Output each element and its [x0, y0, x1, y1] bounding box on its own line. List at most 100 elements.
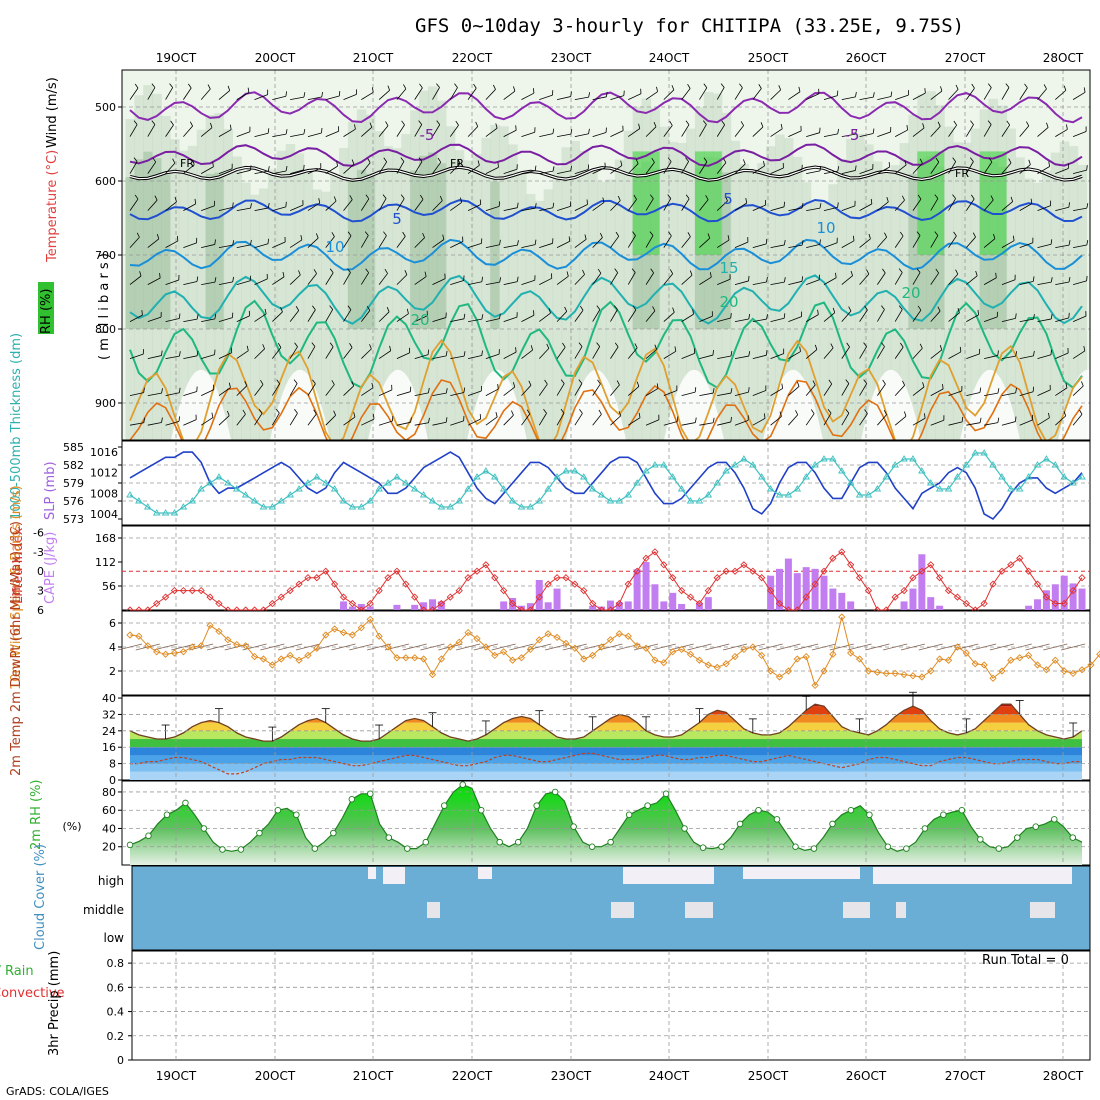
rh-shade-cell	[241, 182, 251, 440]
wind10-point	[704, 661, 712, 669]
wind-barb-flag	[267, 128, 270, 134]
wind-barb-flag	[614, 305, 618, 310]
wind-barb	[770, 89, 781, 100]
wind-barb	[877, 346, 885, 359]
wind-barb-flag	[687, 232, 691, 237]
wind-barb	[343, 272, 351, 285]
wind-barb-flag	[924, 413, 926, 419]
rh2m-point	[163, 811, 171, 819]
thickness-point	[135, 497, 143, 504]
wind-barb	[254, 170, 269, 174]
wind10-point	[1007, 656, 1015, 664]
wind-barb-flag	[597, 379, 601, 385]
wind-barb	[254, 313, 267, 322]
lifted-point	[642, 554, 650, 562]
wind-barb-flag	[979, 417, 982, 423]
y-tick-label: 16	[102, 741, 116, 754]
wind-barb-flag	[143, 417, 146, 423]
wind-barb-flag	[1032, 276, 1035, 282]
thickness-point	[820, 455, 828, 462]
date-label-top: 26OCT	[846, 51, 887, 65]
wind-barb-flag	[311, 342, 316, 347]
freezing-level-core	[129, 166, 1083, 181]
rh-shade-cell	[837, 159, 847, 440]
date-label-bottom: 27OCT	[945, 1069, 986, 1083]
thickness-point	[419, 491, 428, 498]
wind-barb-flag	[321, 127, 323, 134]
wind-barb	[556, 412, 565, 426]
thickness-point	[562, 467, 570, 474]
wind-barb	[663, 312, 675, 322]
wind-barb	[592, 414, 602, 426]
lifted-point	[713, 574, 721, 582]
wind-barb-flag	[422, 232, 425, 238]
wind-barb-flag	[783, 277, 786, 283]
wind-barb	[201, 318, 215, 322]
y-tick-label: middle	[83, 903, 124, 917]
wind10-point	[322, 631, 330, 639]
wind10-point	[553, 633, 561, 642]
wind-barb-flag	[516, 276, 519, 282]
wind-barb-flag	[602, 197, 605, 203]
y-tick-label: 1016	[90, 446, 118, 459]
wind-barb	[414, 237, 425, 248]
wind-barb	[788, 316, 802, 322]
wind-barb-flag	[347, 231, 352, 237]
thickness-point	[553, 473, 561, 480]
wind-barb-flag	[473, 83, 477, 89]
wind-barb-flag	[463, 351, 466, 357]
wind-barb-flag	[846, 342, 850, 348]
wind-barb-flag	[548, 308, 551, 314]
rh-shade-cell	[392, 148, 403, 440]
wind-barb-flag	[511, 410, 514, 416]
thickness-point	[793, 485, 802, 492]
wind-barb	[699, 161, 708, 174]
rh-shade-cell	[632, 151, 643, 255]
wind-barb-flag	[389, 345, 392, 351]
temp-contour-minus5	[129, 143, 1083, 167]
lifted-point	[295, 580, 303, 588]
thickness-point	[1042, 455, 1051, 462]
wind-barb	[770, 416, 782, 426]
wind-barb-flag	[499, 277, 502, 283]
wind-barb-flag	[872, 128, 875, 134]
wind10-point	[1060, 667, 1068, 675]
wind-barb-flag	[134, 83, 139, 89]
wind-barb-flag	[196, 350, 199, 356]
wind-barb-flag	[631, 268, 636, 273]
wind-barb	[859, 346, 867, 359]
lifted-point	[589, 599, 597, 608]
wind-barb	[467, 390, 482, 396]
wind-barb-flag	[819, 165, 822, 171]
wind-barb	[912, 272, 921, 285]
lifted-point	[286, 586, 294, 595]
wind-barb-flag	[210, 122, 213, 128]
wind-barb-flag	[178, 387, 181, 393]
wind-barb	[556, 133, 571, 137]
wind-barb	[503, 244, 518, 248]
wind-barb	[325, 95, 340, 100]
rh-shade-cell	[846, 138, 856, 440]
lifted-point	[802, 593, 810, 601]
thickness-point	[829, 455, 837, 462]
wind10-point	[811, 681, 819, 690]
wind-barb	[556, 275, 569, 285]
thickness-point	[784, 491, 793, 498]
wind-barb-flag	[901, 195, 905, 201]
thickness-point	[597, 491, 606, 498]
wind10-panel: 642 10m Wind Speed & Barbs (m/s)	[9, 485, 1100, 696]
wind10-point	[144, 642, 152, 650]
wind-barb-flag	[499, 239, 501, 245]
wind-barb	[823, 207, 838, 211]
wind-barb-flag	[295, 306, 300, 311]
wind-barb	[1019, 419, 1033, 426]
wind-barb	[290, 133, 304, 137]
wind-barb	[912, 127, 925, 137]
wind-barb	[556, 206, 571, 211]
wind-barb	[290, 169, 304, 174]
wind-barb	[663, 198, 672, 211]
thickness-point	[357, 503, 366, 510]
wind-barb-flag	[866, 269, 870, 275]
wind-barb	[752, 165, 765, 174]
